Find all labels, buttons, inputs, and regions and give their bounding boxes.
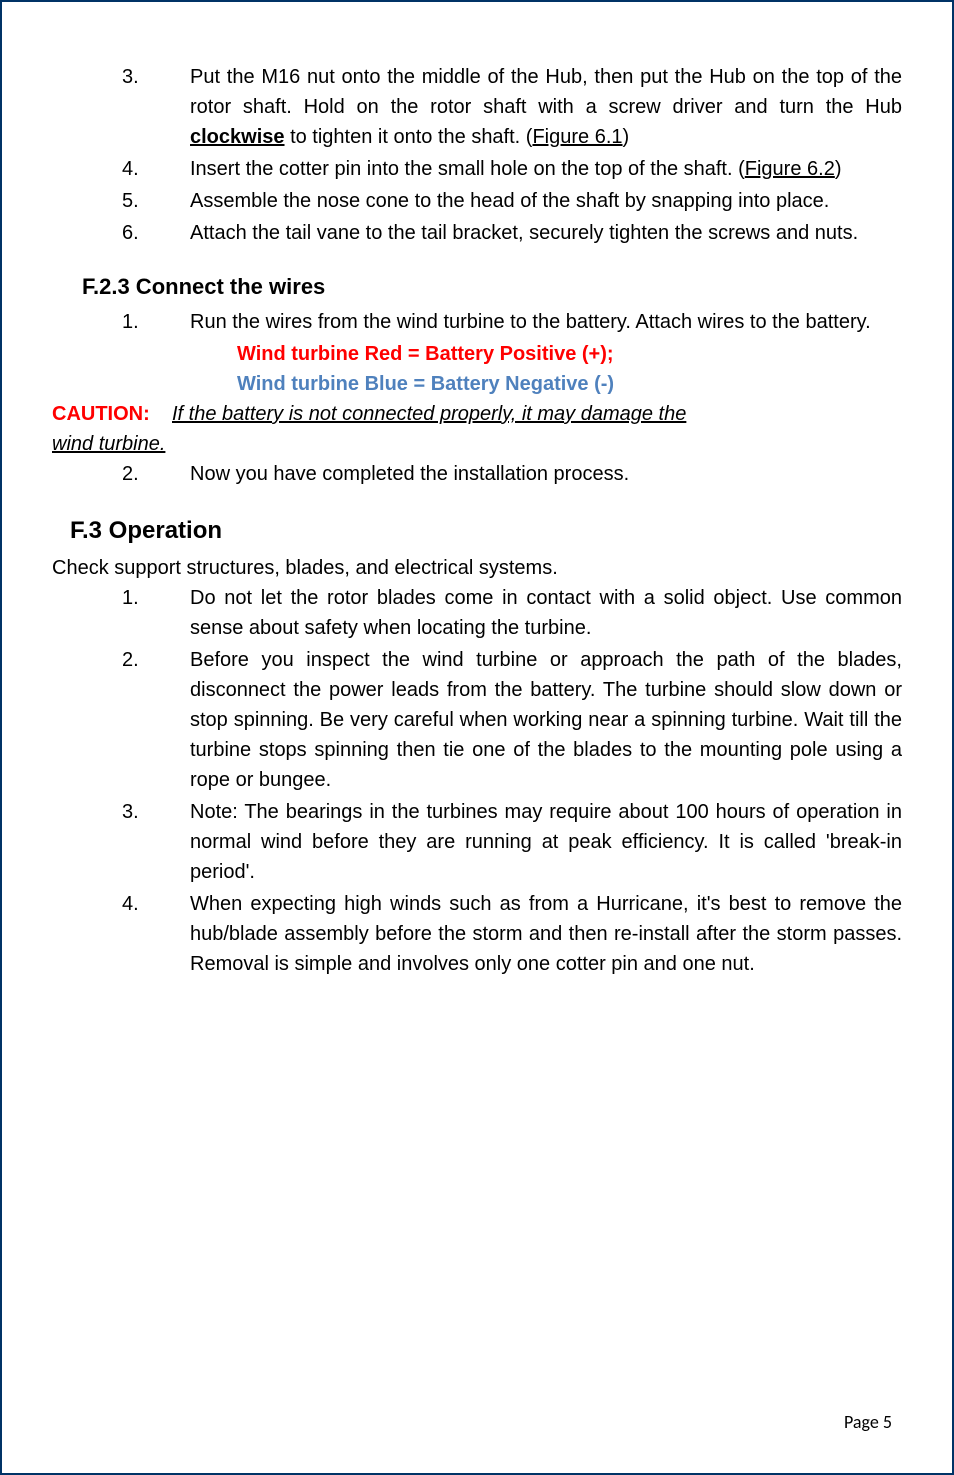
- list-text: Run the wires from the wind turbine to t…: [190, 307, 902, 337]
- list-text: Do not let the rotor blades come in cont…: [190, 583, 902, 643]
- list-number: 2.: [52, 459, 190, 489]
- list-number: 3.: [52, 797, 190, 887]
- list-item: 1.Do not let the rotor blades come in co…: [52, 583, 902, 643]
- operation-steps-list: 1.Do not let the rotor blades come in co…: [52, 583, 902, 979]
- list-text: Assemble the nose cone to the head of th…: [190, 186, 902, 216]
- list-number: 6.: [52, 218, 190, 248]
- list-number: 4.: [52, 154, 190, 184]
- list-number: 3.: [52, 62, 190, 152]
- caution-text-1: If the battery is not connected properly…: [172, 403, 686, 425]
- list-item: 3.Put the M16 nut onto the middle of the…: [52, 62, 902, 152]
- page-footer: Page 5: [844, 1411, 892, 1433]
- list-text: Put the M16 nut onto the middle of the H…: [190, 62, 902, 152]
- list-item: 4.When expecting high winds such as from…: [52, 889, 902, 979]
- list-item: 5.Assemble the nose cone to the head of …: [52, 186, 902, 216]
- list-text: Now you have completed the installation …: [190, 459, 902, 489]
- top-steps-list: 3.Put the M16 nut onto the middle of the…: [52, 62, 902, 248]
- list-text: Attach the tail vane to the tail bracket…: [190, 218, 902, 248]
- operation-intro: Check support structures, blades, and el…: [52, 553, 902, 583]
- caution-gap: [155, 403, 172, 425]
- connect-step-1: 1. Run the wires from the wind turbine t…: [52, 307, 902, 337]
- page-content: 3.Put the M16 nut onto the middle of the…: [52, 62, 902, 979]
- list-number: 1.: [52, 307, 190, 337]
- caution-text-2: wind turbine.: [52, 433, 165, 455]
- list-item: 6.Attach the tail vane to the tail brack…: [52, 218, 902, 248]
- list-number: 2.: [52, 645, 190, 795]
- operation-heading: F.3 Operation: [52, 513, 902, 549]
- list-text: Before you inspect the wind turbine or a…: [190, 645, 902, 795]
- list-text: When expecting high winds such as from a…: [190, 889, 902, 979]
- list-item: 3.Note: The bearings in the turbines may…: [52, 797, 902, 887]
- connect-step-2: 2. Now you have completed the installati…: [52, 459, 902, 489]
- wire-red-note: Wind turbine Red = Battery Positive (+);: [52, 339, 902, 369]
- list-number: 5.: [52, 186, 190, 216]
- list-item: 2.Before you inspect the wind turbine or…: [52, 645, 902, 795]
- wire-blue-note: Wind turbine Blue = Battery Negative (-): [52, 369, 902, 399]
- list-item: 4.Insert the cotter pin into the small h…: [52, 154, 902, 184]
- list-number: 4.: [52, 889, 190, 979]
- connect-wires-heading: F.2.3 Connect the wires: [52, 270, 902, 303]
- list-number: 1.: [52, 583, 190, 643]
- list-text: Note: The bearings in the turbines may r…: [190, 797, 902, 887]
- caution-label: CAUTION:: [52, 403, 150, 425]
- caution-block: CAUTION: If the battery is not connected…: [52, 399, 902, 459]
- list-text: Insert the cotter pin into the small hol…: [190, 154, 902, 184]
